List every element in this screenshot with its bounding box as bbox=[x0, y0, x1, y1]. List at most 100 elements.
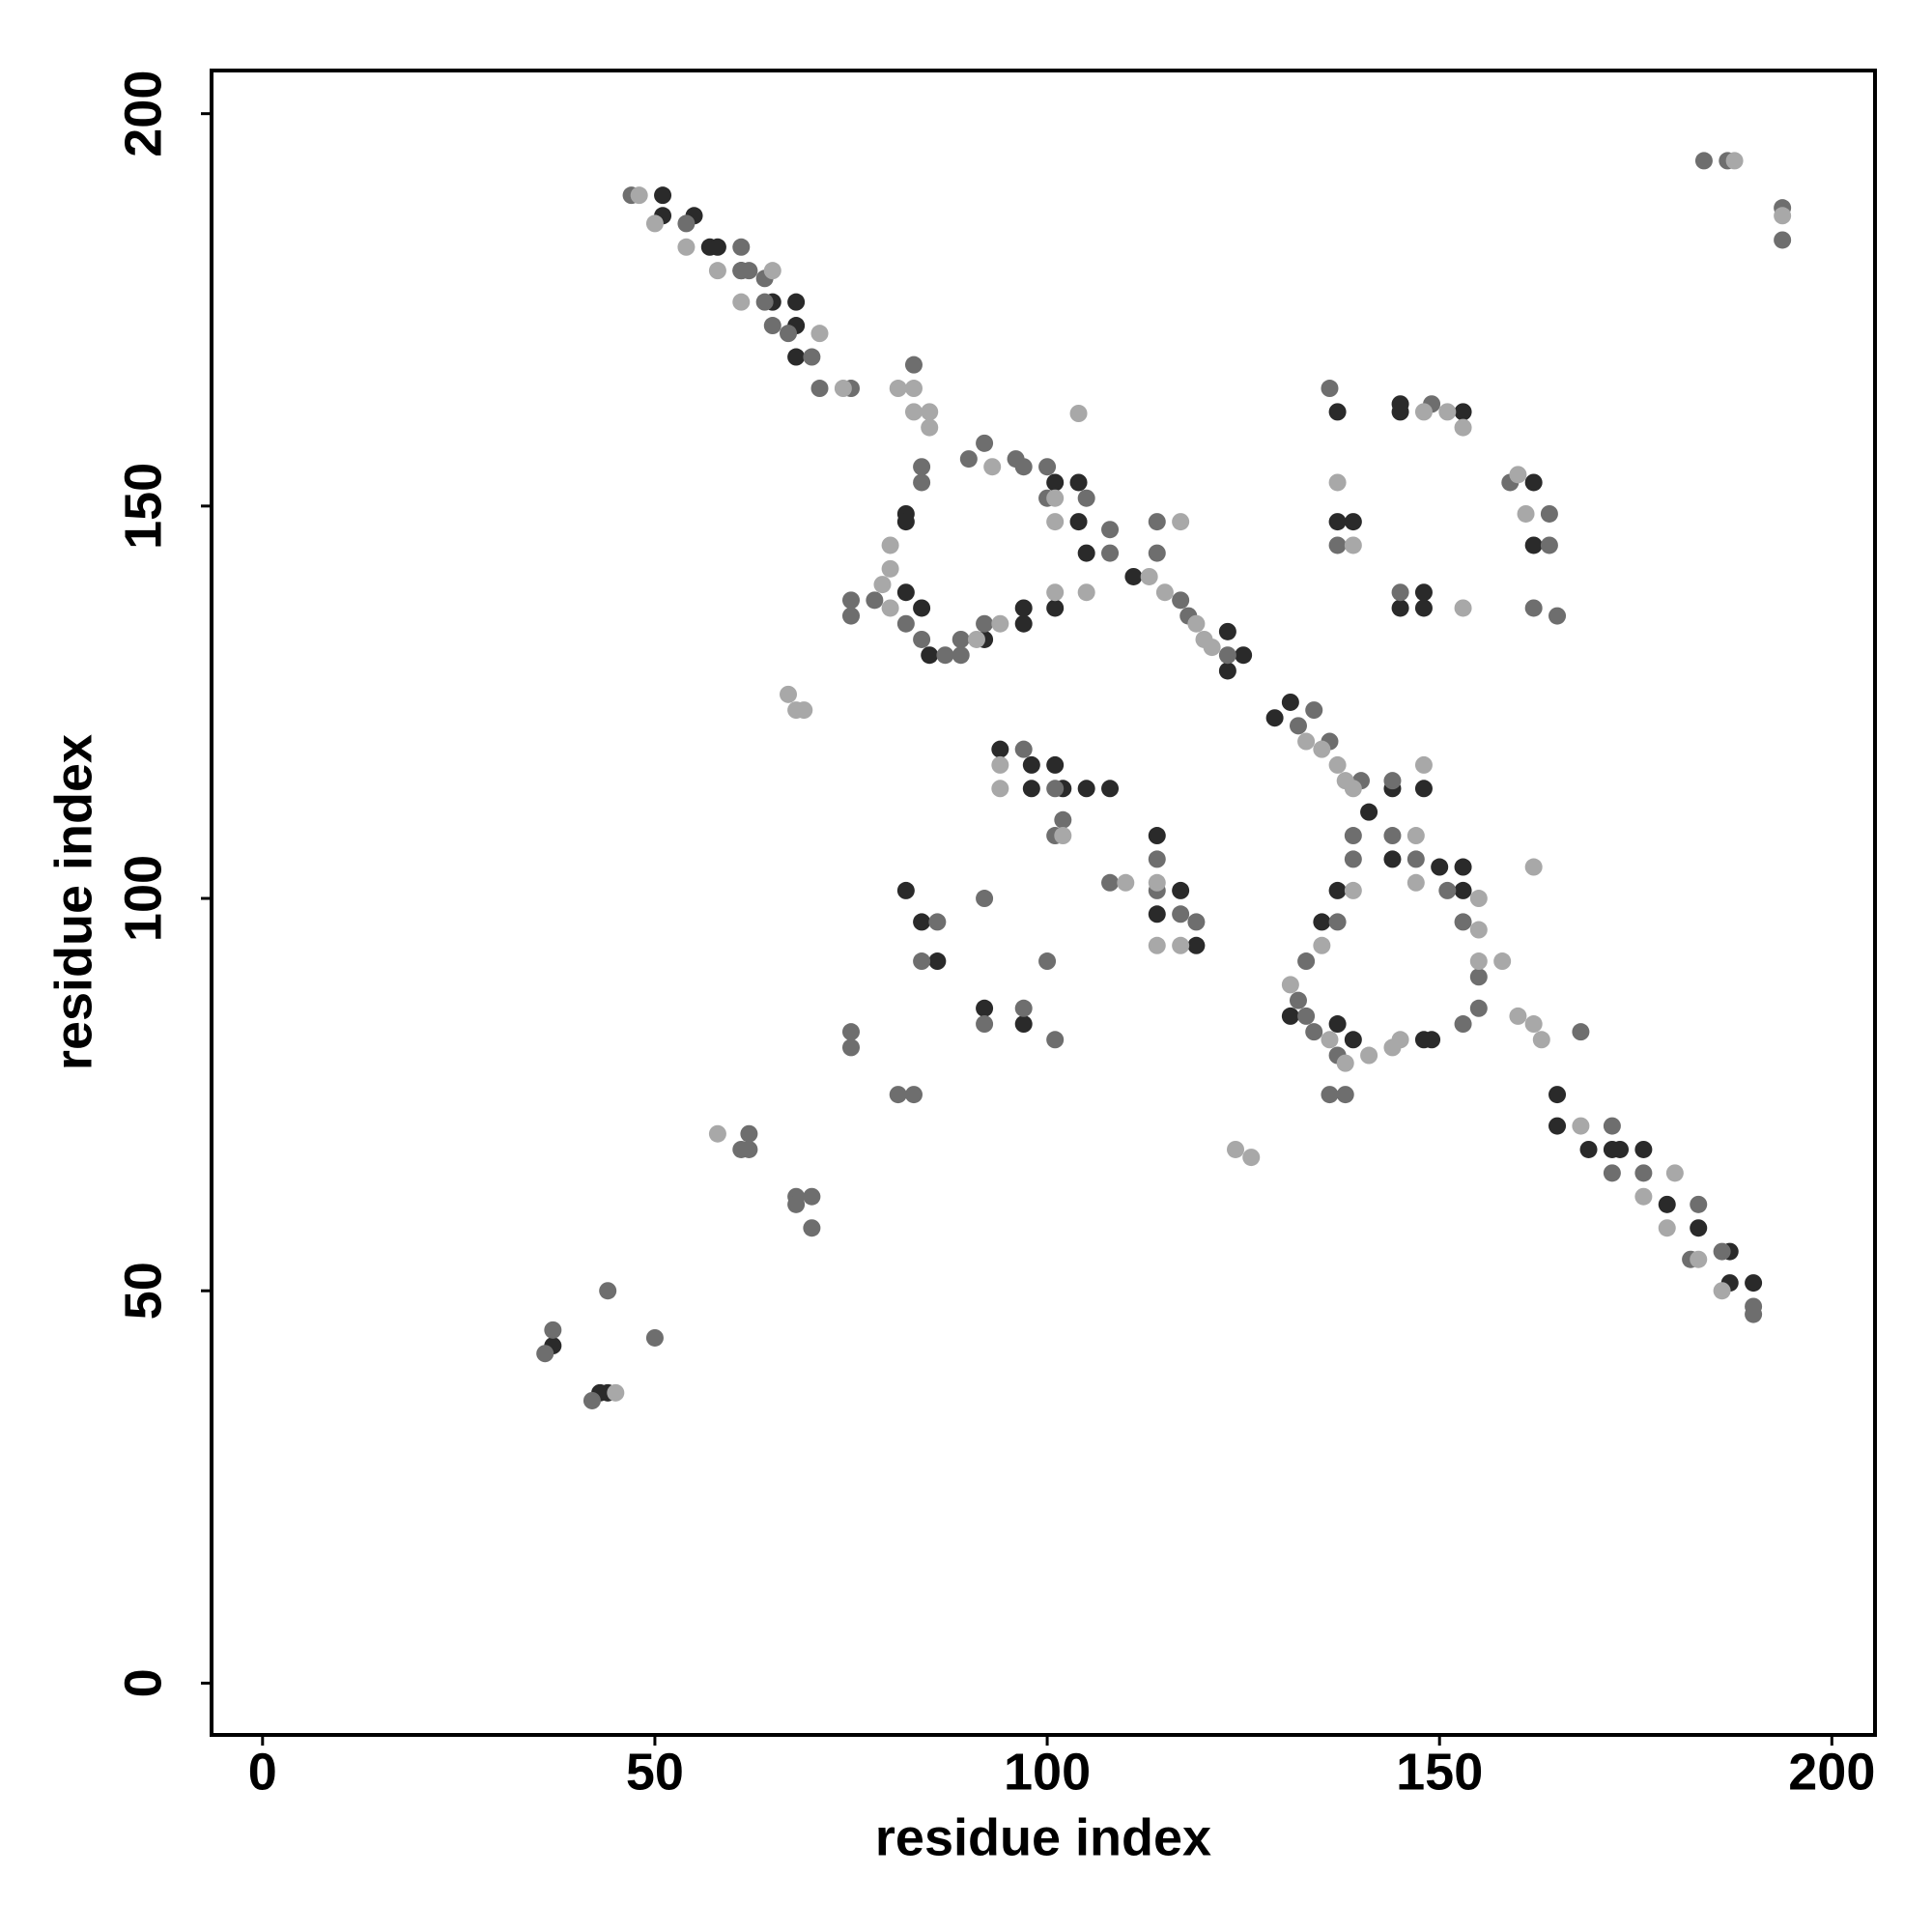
contact-point bbox=[740, 1140, 758, 1158]
contact-point bbox=[1038, 458, 1057, 476]
contact-point bbox=[1046, 489, 1065, 507]
contact-point bbox=[780, 685, 798, 703]
contact-point bbox=[1634, 1140, 1653, 1158]
contact-point bbox=[1603, 1117, 1621, 1135]
contact-point bbox=[582, 1391, 601, 1409]
contact-point bbox=[959, 450, 978, 469]
contact-point bbox=[1414, 583, 1433, 602]
contact-point bbox=[1454, 418, 1472, 437]
contact-point bbox=[1218, 662, 1236, 680]
contact-point bbox=[928, 952, 947, 971]
contact-point bbox=[881, 599, 899, 617]
contact-point bbox=[1414, 403, 1433, 421]
contact-point bbox=[1713, 1242, 1731, 1261]
contact-point bbox=[1524, 473, 1543, 492]
contact-point bbox=[1690, 1250, 1708, 1268]
contact-point bbox=[803, 1219, 821, 1237]
contact-point bbox=[803, 1187, 821, 1206]
contact-point bbox=[708, 1124, 726, 1143]
contact-point bbox=[1454, 403, 1472, 421]
contact-point bbox=[1077, 780, 1095, 798]
x-tick-label: 0 bbox=[248, 1743, 277, 1801]
contact-point bbox=[1469, 921, 1488, 939]
contact-point bbox=[1328, 513, 1347, 531]
contact-point bbox=[1172, 513, 1190, 531]
contact-point bbox=[967, 630, 985, 648]
contact-point bbox=[866, 591, 884, 610]
contact-point bbox=[1014, 614, 1033, 633]
contact-point bbox=[1148, 827, 1166, 845]
contact-point bbox=[1517, 504, 1535, 523]
contact-point bbox=[1713, 1282, 1731, 1300]
contact-point bbox=[1658, 1219, 1676, 1237]
contact-point bbox=[1297, 732, 1316, 751]
contact-point bbox=[913, 630, 931, 648]
contact-point bbox=[1774, 231, 1792, 249]
contact-point bbox=[795, 701, 813, 720]
x-tick-label: 200 bbox=[1788, 1743, 1875, 1801]
contact-point bbox=[1572, 1023, 1590, 1041]
contact-point bbox=[1187, 913, 1206, 931]
contact-point bbox=[1124, 567, 1143, 585]
plot-frame bbox=[210, 69, 1877, 1737]
contact-point bbox=[889, 1086, 907, 1104]
contact-point bbox=[976, 614, 994, 633]
contact-point bbox=[1548, 607, 1567, 625]
contact-point bbox=[1321, 380, 1339, 398]
contact-point bbox=[1344, 881, 1362, 899]
contact-point bbox=[904, 403, 923, 421]
contact-point bbox=[1745, 1274, 1763, 1293]
contact-point bbox=[1148, 850, 1166, 868]
contact-point bbox=[763, 317, 781, 335]
contact-point bbox=[1014, 599, 1033, 617]
contact-point bbox=[1046, 599, 1065, 617]
contact-point bbox=[1101, 873, 1120, 892]
y-tick-label: 150 bbox=[114, 463, 172, 550]
contact-point bbox=[913, 913, 931, 931]
contact-point bbox=[1172, 591, 1190, 610]
contact-point bbox=[1344, 536, 1362, 554]
contact-point bbox=[1690, 1195, 1708, 1213]
contact-point bbox=[1469, 952, 1488, 971]
contact-point bbox=[952, 646, 970, 665]
contact-point bbox=[1454, 858, 1472, 876]
contact-point bbox=[1321, 1031, 1339, 1049]
contact-point bbox=[936, 646, 954, 665]
contact-point bbox=[1313, 936, 1331, 954]
contact-point bbox=[1101, 521, 1120, 539]
contact-point bbox=[841, 607, 860, 625]
contact-point bbox=[732, 293, 751, 311]
x-tick-label: 150 bbox=[1396, 1743, 1483, 1801]
contact-point bbox=[1022, 755, 1040, 774]
x-tick-label: 50 bbox=[626, 1743, 684, 1801]
contact-point bbox=[921, 403, 939, 421]
contact-point bbox=[1774, 207, 1792, 225]
contact-point bbox=[913, 473, 931, 492]
contact-point bbox=[630, 186, 648, 205]
contact-point bbox=[740, 262, 758, 280]
contact-point bbox=[1014, 740, 1033, 758]
contact-point bbox=[913, 952, 931, 971]
contact-point bbox=[1423, 1031, 1441, 1049]
contact-point bbox=[976, 890, 994, 908]
contact-point bbox=[983, 458, 1002, 476]
contact-point bbox=[1069, 513, 1088, 531]
contact-point bbox=[780, 325, 798, 343]
contact-point bbox=[1344, 780, 1362, 798]
contact-point bbox=[1305, 701, 1323, 720]
contact-point bbox=[1328, 881, 1347, 899]
contact-point bbox=[1328, 755, 1347, 774]
contact-point bbox=[1414, 599, 1433, 617]
contact-point bbox=[1509, 466, 1527, 484]
contact-point bbox=[1383, 850, 1402, 868]
contact-point bbox=[740, 1124, 758, 1143]
y-tick-label: 50 bbox=[114, 1262, 172, 1320]
contact-point bbox=[1140, 567, 1158, 585]
contact-point bbox=[536, 1345, 554, 1363]
contact-point bbox=[976, 1015, 994, 1034]
contact-point bbox=[896, 881, 915, 899]
contact-point bbox=[1469, 890, 1488, 908]
contact-point bbox=[787, 348, 806, 366]
contact-point bbox=[599, 1282, 617, 1300]
